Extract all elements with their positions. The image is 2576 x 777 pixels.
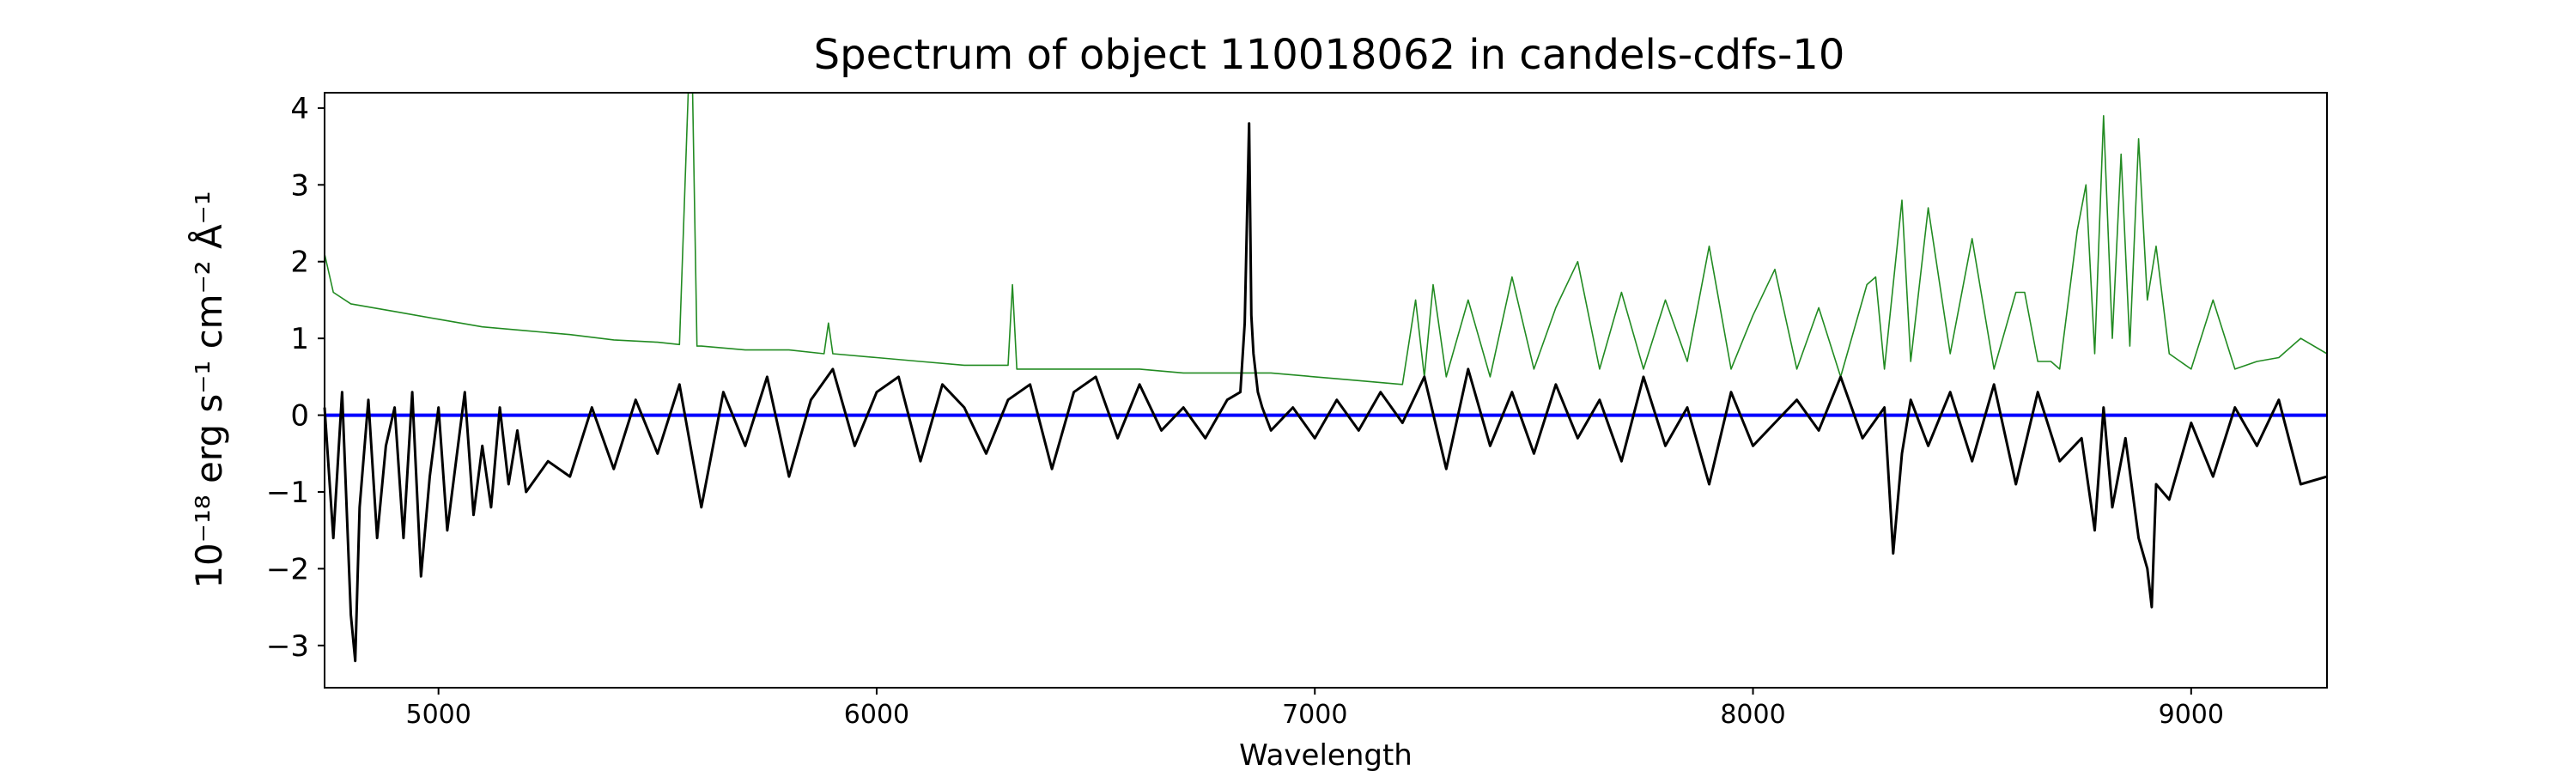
y-tick-label: −1 <box>266 476 309 510</box>
y-tick-label: 1 <box>290 322 309 356</box>
error-series-line <box>324 92 2328 385</box>
y-axis-label: 10⁻¹⁸ erg s⁻¹ cm⁻² Å⁻¹ <box>187 191 230 588</box>
flux-series-line <box>323 122 2328 663</box>
plot-frame <box>324 92 2328 689</box>
y-axis: −3 −2 −1 0 1 2 3 4 <box>266 92 325 664</box>
y-tick-label: 4 <box>290 92 309 126</box>
series-layer <box>323 92 2328 663</box>
y-tick-label: 2 <box>290 246 309 280</box>
y-tick-label: 0 <box>290 399 309 434</box>
x-tick-label: 8000 <box>1720 700 1785 730</box>
x-axis: 5000 6000 7000 8000 9000 <box>405 688 2224 730</box>
chart-title: Spectrum of object 110018062 in candels-… <box>814 31 1845 79</box>
y-tick-label: −2 <box>266 552 309 586</box>
y-tick-label: −3 <box>266 629 309 664</box>
x-tick-label: 9000 <box>2159 700 2224 730</box>
x-tick-label: 5000 <box>405 700 471 730</box>
x-axis-label: Wavelength <box>1239 738 1413 773</box>
x-tick-label: 6000 <box>844 700 909 730</box>
x-tick-label: 7000 <box>1282 700 1347 730</box>
y-tick-label: 3 <box>290 168 309 203</box>
